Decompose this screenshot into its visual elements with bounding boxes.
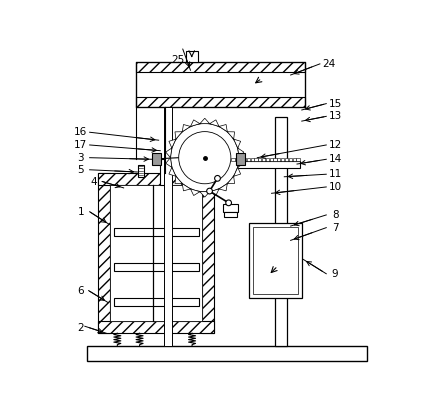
Polygon shape (175, 132, 182, 139)
Text: 5: 5 (78, 165, 84, 175)
Text: 8: 8 (332, 210, 338, 220)
Text: 15: 15 (329, 99, 342, 109)
Bar (136, 62, 305, 107)
Text: 7: 7 (332, 223, 338, 233)
Bar (225, 212, 237, 218)
Bar (296, 158, 299, 161)
Polygon shape (227, 132, 235, 139)
Polygon shape (190, 189, 200, 195)
Circle shape (207, 188, 212, 194)
Bar (113, 228, 199, 235)
Circle shape (215, 176, 220, 181)
Text: 13: 13 (329, 112, 342, 121)
Bar (87, 346, 367, 361)
Bar (236, 152, 245, 165)
Bar (239, 158, 242, 161)
Polygon shape (169, 139, 176, 148)
Text: 3: 3 (78, 153, 84, 163)
Bar (289, 158, 292, 161)
Text: 14: 14 (329, 154, 342, 164)
Polygon shape (190, 120, 200, 126)
Bar (186, 51, 198, 62)
Polygon shape (227, 176, 235, 184)
Bar (136, 97, 305, 107)
Bar (281, 158, 284, 161)
Polygon shape (238, 158, 244, 167)
Polygon shape (210, 189, 219, 195)
Text: 9: 9 (332, 269, 338, 279)
Bar (251, 158, 254, 161)
Bar (160, 159, 170, 185)
Bar (230, 161, 300, 168)
Bar (136, 62, 305, 72)
Bar (223, 204, 238, 212)
Polygon shape (200, 118, 210, 123)
Polygon shape (233, 167, 241, 176)
Bar (113, 298, 199, 306)
Bar (266, 158, 269, 161)
Polygon shape (200, 192, 210, 197)
Bar (98, 321, 214, 333)
Bar (138, 165, 144, 177)
Bar (254, 158, 257, 161)
Polygon shape (219, 124, 227, 132)
Bar (110, 185, 202, 321)
Text: 24: 24 (322, 59, 335, 69)
Text: 6: 6 (78, 286, 84, 296)
Bar (270, 158, 273, 161)
Text: 12: 12 (329, 140, 342, 150)
Text: 17: 17 (74, 140, 87, 150)
Bar (235, 158, 238, 161)
Bar (277, 158, 280, 161)
Polygon shape (175, 176, 182, 184)
Polygon shape (210, 120, 219, 126)
Bar (113, 263, 199, 271)
Text: 1: 1 (78, 207, 84, 217)
Polygon shape (166, 158, 172, 167)
Bar (285, 158, 288, 161)
Bar (152, 152, 160, 165)
Text: 10: 10 (329, 182, 342, 192)
Bar (253, 227, 298, 294)
Bar (98, 173, 214, 185)
Polygon shape (169, 167, 176, 176)
Bar (243, 158, 246, 161)
Polygon shape (166, 148, 172, 158)
Circle shape (171, 123, 239, 192)
Polygon shape (182, 184, 190, 191)
Text: 16: 16 (74, 127, 87, 137)
Circle shape (226, 200, 232, 206)
Bar (202, 173, 214, 333)
Circle shape (179, 132, 231, 184)
Bar (249, 223, 302, 298)
Text: 11: 11 (329, 169, 342, 179)
Bar (258, 158, 261, 161)
Bar (164, 107, 172, 346)
Text: 4: 4 (90, 176, 97, 187)
Polygon shape (219, 184, 227, 191)
Text: 25: 25 (171, 55, 184, 65)
Polygon shape (233, 139, 241, 148)
Bar (262, 158, 265, 161)
Polygon shape (182, 124, 190, 132)
Bar (292, 158, 296, 161)
Text: 2: 2 (78, 323, 84, 333)
Polygon shape (238, 148, 244, 158)
Bar (232, 158, 235, 161)
Bar (247, 158, 250, 161)
Bar (98, 173, 110, 333)
Bar (273, 158, 276, 161)
Bar (276, 117, 288, 346)
